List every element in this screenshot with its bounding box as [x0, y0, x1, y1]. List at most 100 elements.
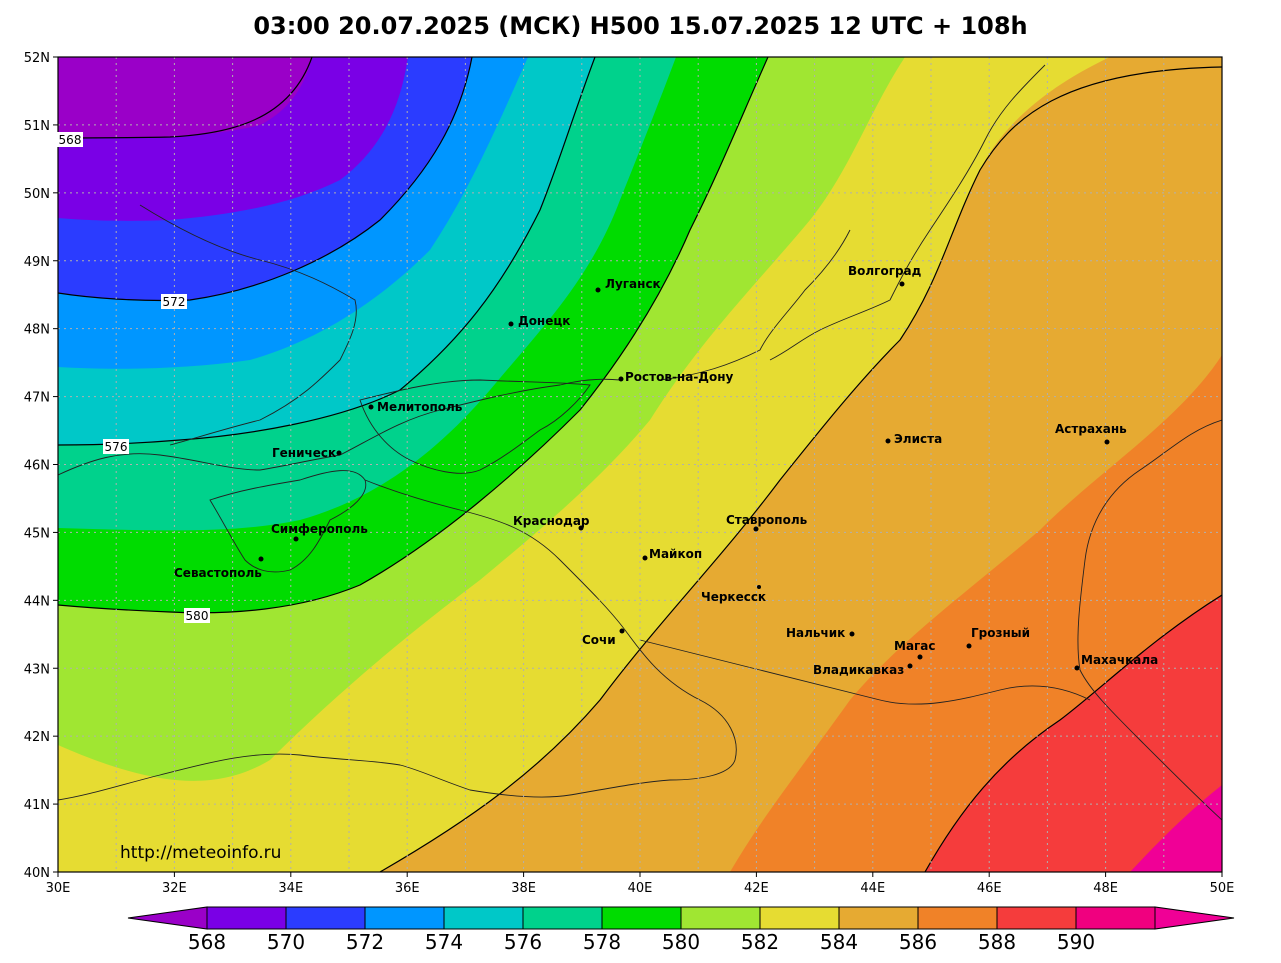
azov-sea-coast [359, 379, 591, 474]
crimea-coast [209, 470, 367, 573]
colorbar-segment [680, 906, 761, 930]
lat-tick-label: 48N [24, 323, 50, 338]
lon-tick-label: 40E [628, 881, 653, 896]
svg-text:Магас: Магас [894, 639, 936, 653]
lon-tick-label: 44E [860, 881, 885, 896]
colorbar-labels: 568 570 572 574 576 578 580 582 584 586 588 590 [188, 930, 1095, 954]
city-grozny: Грозный [966, 626, 1030, 649]
city-volgograd: Волгоград [848, 264, 922, 287]
black-sea-east-coast [58, 479, 737, 801]
contour-label-576: 576 [103, 439, 129, 454]
svg-text:Волгоград: Волгоград [848, 264, 922, 278]
svg-text:Махачкала: Махачкала [1081, 653, 1158, 667]
colorbar-label: 582 [741, 930, 779, 954]
page-title: 03:00 20.07.2025 (МСК) H500 15.07.2025 1… [253, 12, 1028, 40]
lon-tick-label: 30E [46, 881, 71, 896]
band-592 [1130, 785, 1222, 872]
colorbar-label: 584 [820, 930, 858, 954]
svg-text:Геническ: Геническ [272, 446, 336, 460]
lat-tick-label: 46N [24, 459, 50, 474]
contour-576 [58, 57, 596, 446]
svg-text:580: 580 [186, 609, 209, 623]
svg-text:Нальчик: Нальчик [786, 626, 845, 640]
city-makhachkala: Махачкала [1074, 653, 1158, 671]
lon-tick-label: 48E [1093, 881, 1118, 896]
colorbar [127, 906, 1235, 930]
colorbar-segment [1075, 906, 1156, 930]
lat-tick-label: 49N [24, 255, 50, 270]
colorbar-segment [917, 906, 998, 930]
colorbar-segment [601, 906, 682, 930]
colorbar-segment [838, 906, 919, 930]
colorbar-segment [759, 906, 840, 930]
longitude-axis: 30E 32E 34E 36E 38E 40E 42E 44E 46E 48E 50E [46, 872, 1234, 896]
contour-label-580: 580 [184, 608, 210, 623]
svg-text:Астрахань: Астрахань [1055, 422, 1127, 436]
city-donetsk: Донецк [508, 314, 570, 328]
colorbar-segment [522, 906, 603, 930]
city-maykop: Майкоп [642, 547, 702, 561]
coastlines [58, 64, 1222, 821]
colorbar-label: 586 [899, 930, 937, 954]
contour-580 [58, 57, 769, 614]
colorbar-segment [206, 906, 287, 930]
city-krasnodar: Краснодар [513, 514, 590, 531]
contour-label-572: 572 [161, 294, 187, 309]
svg-text:Донецк: Донецк [518, 314, 570, 328]
city-stavropol: Ставрополь [726, 513, 808, 532]
band-568 [58, 57, 312, 138]
city-genichesk: Геническ [272, 446, 342, 460]
svg-text:Грозный: Грозный [971, 626, 1030, 640]
city-simferopol: Симферополь [271, 522, 368, 542]
svg-text:576: 576 [105, 440, 128, 454]
city-rostov: Ростов-на-Дону [618, 370, 734, 384]
lon-tick-label: 36E [395, 881, 420, 896]
lon-tick-label: 32E [162, 881, 187, 896]
svg-text:Майкоп: Майкоп [649, 547, 702, 561]
colorbar-segment [443, 906, 524, 930]
city-sochi: Сочи [582, 628, 625, 647]
colorbar-label: 578 [583, 930, 621, 954]
contour-588 [924, 594, 1222, 872]
svg-text:Луганск: Луганск [605, 277, 661, 291]
dnieper-river [139, 204, 357, 446]
colorbar-label: 570 [267, 930, 305, 954]
lat-tick-label: 40N [24, 866, 50, 881]
colorbar-segment [364, 906, 445, 930]
colorbar-label: 568 [188, 930, 226, 954]
svg-text:Ростов-на-Дону: Ростов-на-Дону [625, 370, 734, 384]
lat-tick-label: 47N [24, 391, 50, 406]
band-590 [925, 595, 1222, 872]
colorbar-label: 580 [662, 930, 700, 954]
lat-tick-label: 52N [24, 51, 50, 66]
svg-text:Черкесск: Черкесск [701, 590, 766, 604]
volga-river [769, 64, 1046, 361]
svg-text:Краснодар: Краснодар [513, 514, 590, 528]
lat-tick-label: 50N [24, 187, 50, 202]
caucasus-border [639, 639, 1091, 705]
lon-tick-label: 46E [977, 881, 1002, 896]
contour-label-568: 568 [57, 132, 83, 147]
lat-tick-label: 51N [24, 119, 50, 134]
caspian-coast [1077, 419, 1222, 821]
lon-tick-label: 34E [278, 881, 303, 896]
contour-584 [379, 66, 1222, 872]
gridlines [58, 57, 1222, 872]
colorbar-label: 590 [1057, 930, 1095, 954]
svg-text:572: 572 [163, 295, 186, 309]
city-sevastopol: Севастополь [174, 556, 264, 580]
lon-tick-label: 38E [511, 881, 536, 896]
contour-labels: 568 572 576 580 [57, 132, 210, 623]
svg-text:Севастополь: Севастополь [174, 566, 262, 580]
city-melitopol: Мелитополь [368, 400, 463, 414]
colorbar-label: 576 [504, 930, 542, 954]
svg-text:Симферополь: Симферополь [271, 522, 368, 536]
city-luhansk: Луганск [595, 277, 661, 293]
don-river [659, 229, 851, 381]
lat-tick-label: 42N [24, 730, 50, 745]
city-magas: Магас [894, 639, 936, 660]
contour-lines [58, 57, 1222, 872]
colorbar-arrow-left [127, 906, 208, 930]
lat-tick-label: 41N [24, 798, 50, 813]
